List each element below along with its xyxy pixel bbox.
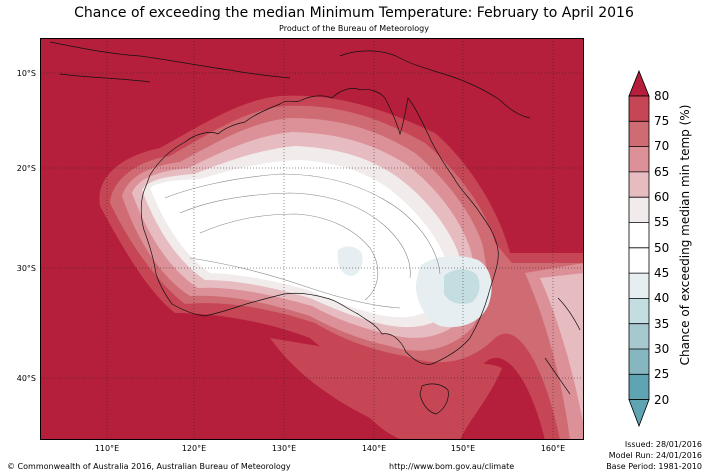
colorbar-band-40-45 bbox=[629, 273, 649, 299]
colorbar-tick-55: 55 bbox=[654, 215, 670, 229]
region-40-45-central bbox=[337, 246, 363, 276]
lon-label-150e: 150°E bbox=[450, 444, 476, 453]
region-35-40 bbox=[444, 269, 480, 304]
colorbar bbox=[628, 70, 650, 428]
lon-label-140e: 140°E bbox=[361, 444, 387, 453]
colorbar-band-20-25 bbox=[629, 374, 649, 400]
colorbar-tick-50: 50 bbox=[654, 241, 670, 255]
colorbar-label: Chance of exceeding median min temp (%) bbox=[678, 104, 692, 366]
lon-label-120e: 120°E bbox=[181, 444, 207, 453]
colorbar-band-45-50 bbox=[629, 247, 649, 274]
map-subtitle: Product of the Bureau of Meteorology bbox=[279, 24, 429, 33]
lon-label-130e: 130°E bbox=[271, 444, 297, 453]
colorbar-band-65-70 bbox=[629, 146, 649, 172]
colorbar-band-35-40 bbox=[629, 298, 649, 324]
lat-label-10s: 10°S bbox=[16, 69, 36, 78]
issued-date: Issued: 28/01/2016 bbox=[624, 440, 702, 449]
colorbar-band-30-35 bbox=[629, 323, 649, 349]
colorbar-tick-35: 35 bbox=[654, 317, 670, 331]
tasmania-coastline bbox=[419, 383, 449, 415]
copyright-text: © Commonwealth of Australia 2016, Austra… bbox=[7, 462, 291, 471]
colorbar-tick-45: 45 bbox=[654, 266, 670, 280]
region-60-65-east bbox=[540, 273, 584, 428]
map-title: Chance of exceeding the median Minimum T… bbox=[74, 5, 634, 21]
colorbar-band-70-75 bbox=[629, 121, 649, 147]
colorbar-tick-20: 20 bbox=[654, 393, 670, 407]
indonesia-coastline bbox=[49, 41, 291, 83]
colorbar-band-60-65 bbox=[629, 171, 649, 198]
lat-label-40s: 40°S bbox=[16, 374, 36, 383]
lon-label-110e: 110°E bbox=[94, 444, 120, 453]
colorbar-tick-25: 25 bbox=[654, 367, 670, 381]
colorbar-band-75-80 bbox=[629, 96, 649, 122]
climate-url[interactable]: http://www.bom.gov.au/climate bbox=[389, 462, 515, 471]
colorbar-band-25-30 bbox=[629, 349, 649, 375]
colorbar-tick-80: 80 bbox=[654, 89, 670, 103]
region-75-80-south bbox=[270, 338, 502, 440]
colorbar-tick-60: 60 bbox=[654, 190, 670, 204]
base-period: Base Period: 1981-2010 bbox=[606, 462, 702, 471]
colorbar-tick-75: 75 bbox=[654, 114, 670, 128]
colorbar-tick-70: 70 bbox=[654, 139, 670, 153]
graticule bbox=[40, 38, 584, 440]
model-run-date: Model Run: 24/01/2016 bbox=[608, 451, 702, 460]
colorbar-max-triangle bbox=[628, 70, 650, 97]
colorbar-band-55-60 bbox=[629, 197, 649, 223]
colorbar-tick-30: 30 bbox=[654, 342, 670, 356]
australia-coastline bbox=[140, 88, 499, 365]
lon-label-160e: 160°E bbox=[540, 444, 566, 453]
lat-label-30s: 30°S bbox=[16, 264, 36, 273]
forecast-map bbox=[40, 38, 584, 440]
new-zealand-coastline bbox=[544, 297, 581, 395]
new-guinea-coastline bbox=[339, 50, 531, 119]
region-45-55 bbox=[150, 160, 448, 318]
contour-lines bbox=[164, 173, 441, 309]
colorbar-min-triangle bbox=[628, 399, 650, 428]
lat-label-20s: 20°S bbox=[16, 164, 36, 173]
colorbar-band-50-55 bbox=[629, 222, 649, 248]
colorbar-tick-40: 40 bbox=[654, 291, 670, 305]
colorbar-tick-65: 65 bbox=[654, 165, 670, 179]
